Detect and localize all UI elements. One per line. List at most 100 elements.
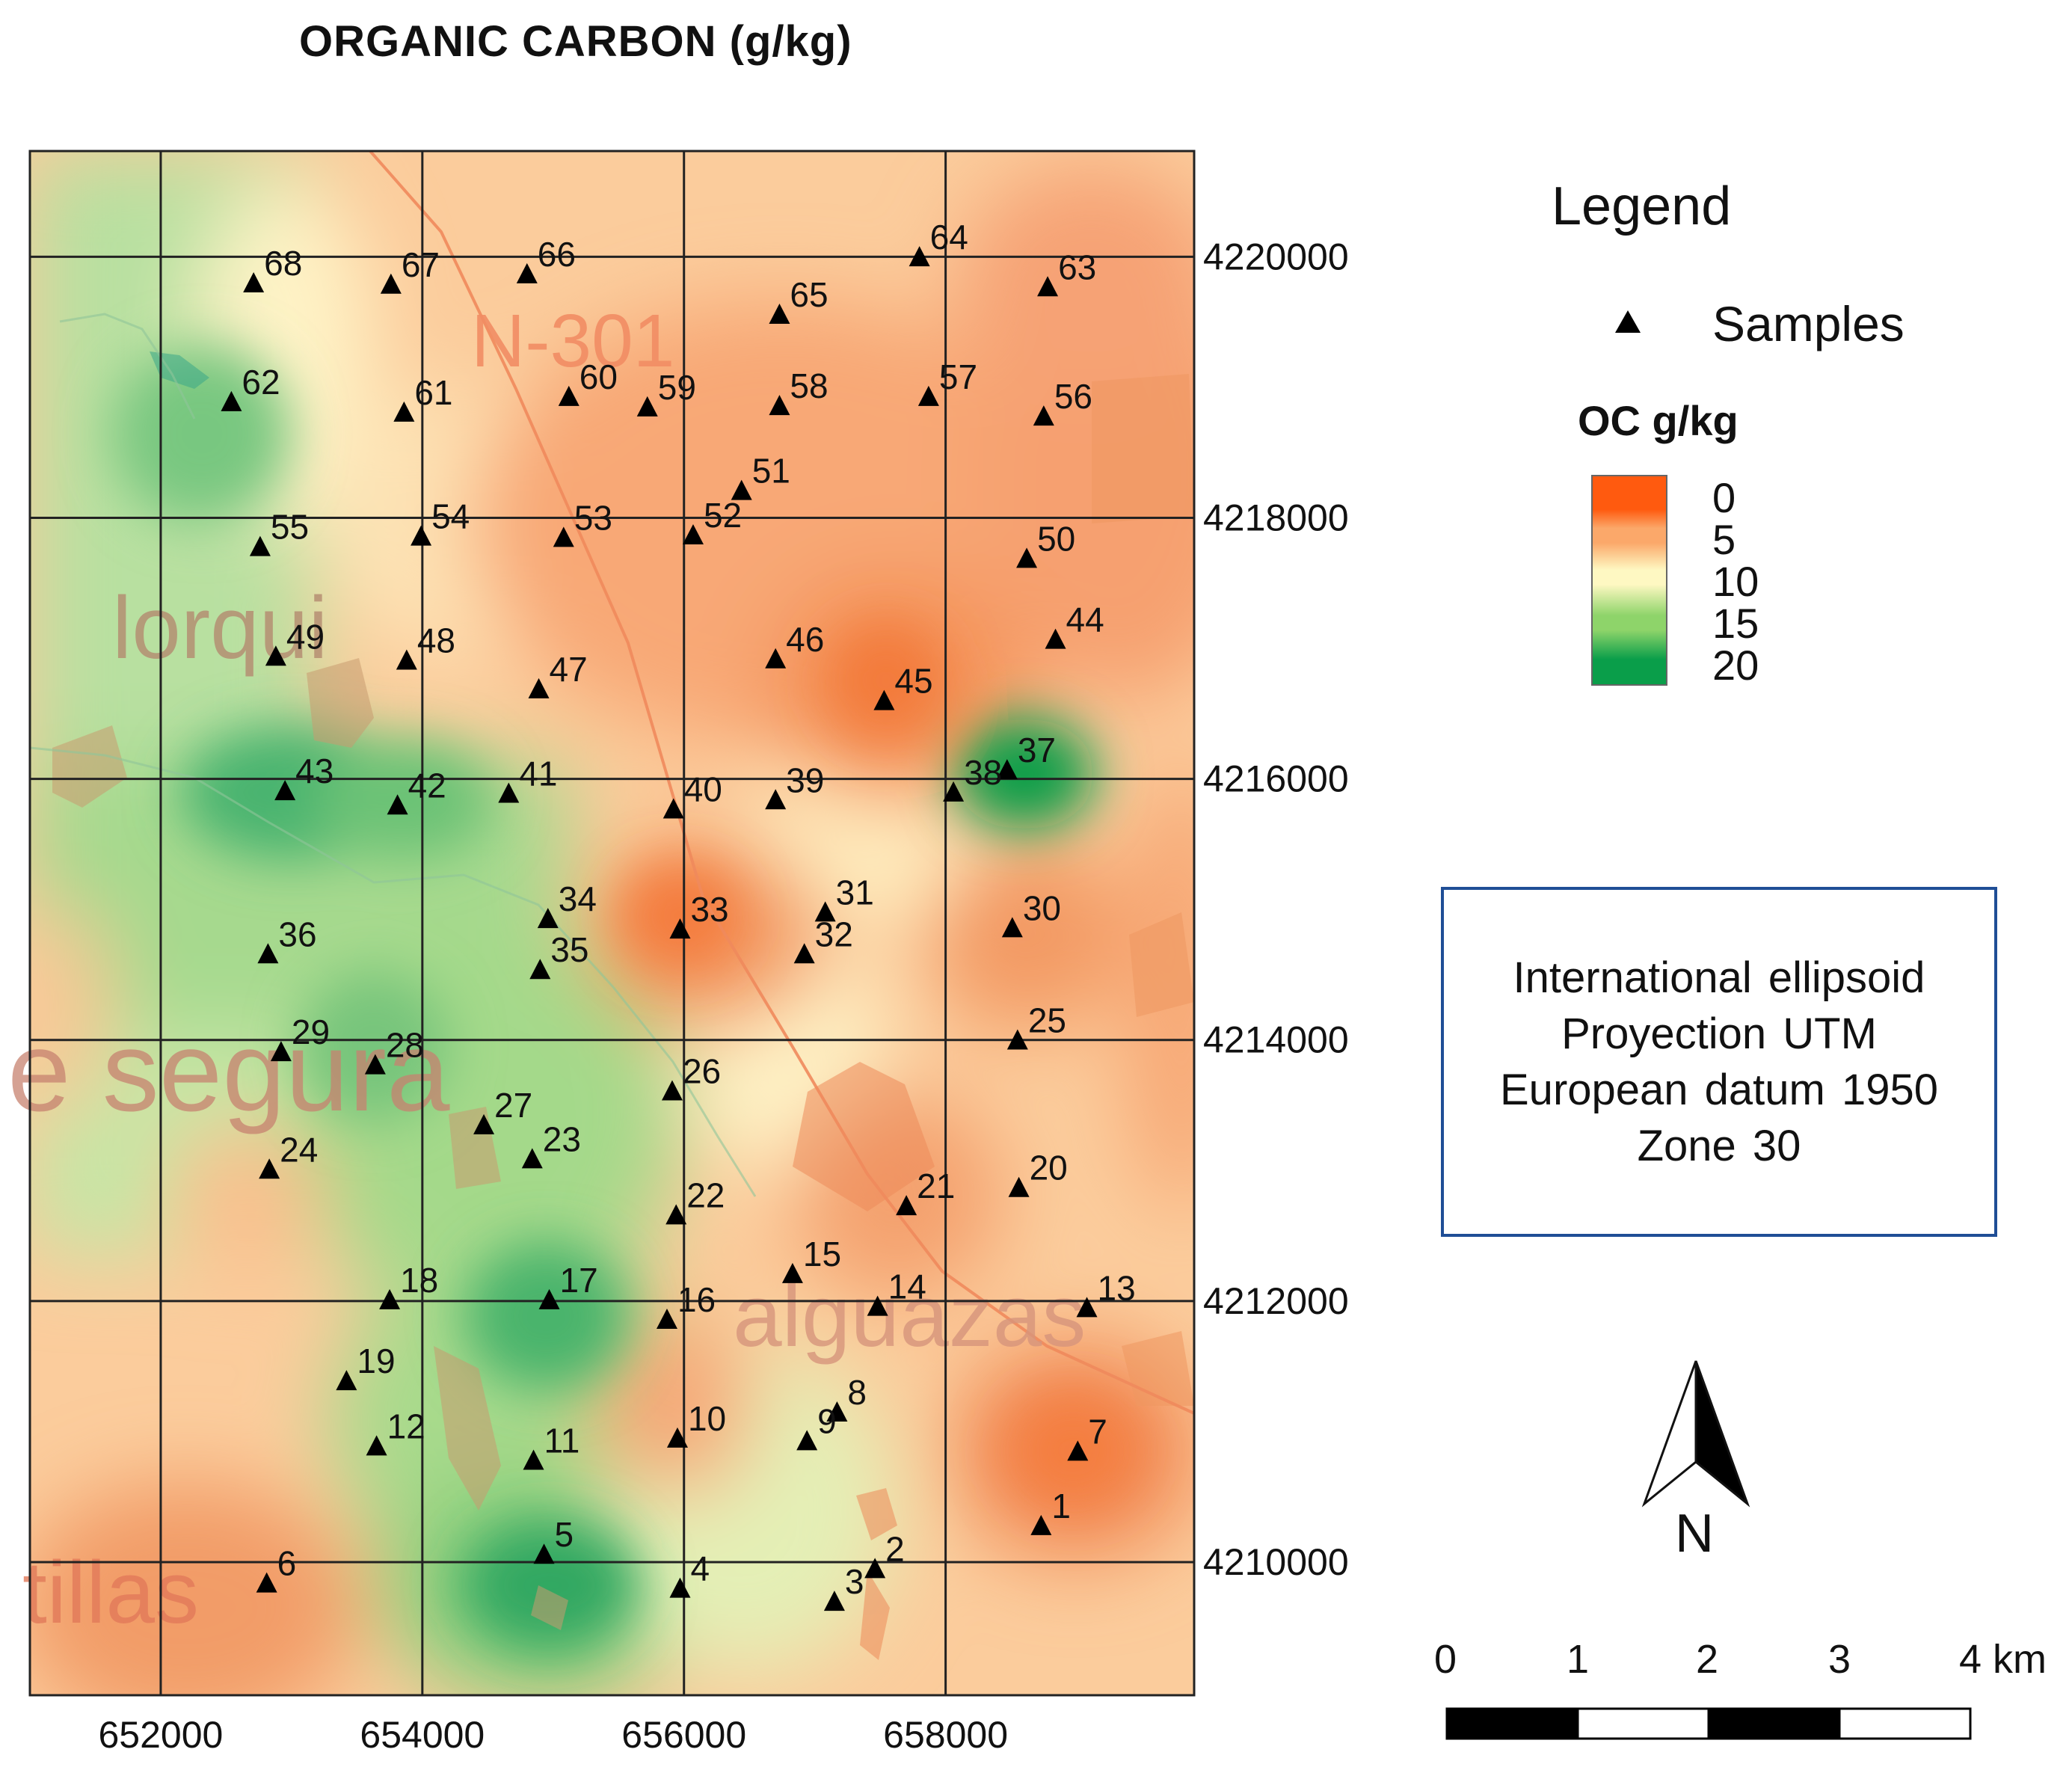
sample-point: 8: [826, 1373, 867, 1422]
sample-label: 27: [494, 1086, 532, 1125]
sample-label: 58: [790, 366, 828, 405]
sample-label: 28: [386, 1026, 424, 1065]
sample-triangle-icon: [498, 782, 520, 803]
projection-line-3: European datum 1950: [1500, 1066, 1938, 1114]
axis-tick-labels: 652000 654000 656000 6580004220000421800042…: [99, 236, 1349, 1756]
y-tick-label: 4210000: [1203, 1541, 1349, 1583]
place-label-lorqui: lorqui: [112, 579, 328, 677]
sample-triangle-icon: [243, 272, 265, 293]
sample-triangle-icon: [665, 1204, 687, 1225]
scale-label-0: 0: [1434, 1637, 1457, 1682]
sample-label: 56: [1054, 377, 1092, 416]
sample-point: 13: [1076, 1268, 1136, 1318]
sample-label: 2: [885, 1529, 905, 1568]
sample-triangle-icon: [826, 1401, 848, 1422]
sample-label: 67: [402, 245, 440, 284]
sample-triangle-icon: [274, 780, 296, 801]
sample-point: 42: [387, 766, 446, 815]
sample-triangle-icon: [1016, 547, 1038, 568]
sample-label: 6: [277, 1544, 297, 1583]
sample-triangle-icon: [656, 1309, 677, 1330]
sample-label: 50: [1037, 519, 1075, 558]
place-label-tillas: tillas: [22, 1543, 199, 1642]
sample-point: 29: [270, 1012, 330, 1062]
x-tick-label: 652000: [99, 1714, 224, 1756]
sample-point: 36: [257, 915, 317, 964]
sample-point: 48: [396, 621, 455, 670]
sample-point: 41: [498, 755, 557, 803]
sample-label: 22: [686, 1176, 725, 1214]
sample-point: 4: [669, 1549, 710, 1598]
y-tick-label: 4214000: [1203, 1019, 1349, 1061]
sample-point: 11: [523, 1422, 580, 1470]
projection-line-4: Zone 30: [1637, 1122, 1801, 1170]
sample-point: 52: [682, 496, 742, 544]
sample-label: 25: [1028, 1001, 1066, 1039]
sample-point: 51: [731, 452, 790, 500]
sample-label: 21: [917, 1167, 955, 1205]
sample-label: 51: [752, 452, 790, 491]
sample-point: 23: [521, 1119, 581, 1169]
sample-points: 1234567891011121314151617181920212223242…: [221, 218, 1136, 1611]
sample-point: 49: [265, 617, 325, 666]
sample-triangle-icon: [1008, 1176, 1030, 1197]
sample-triangle-icon: [396, 649, 417, 670]
sample-point: 1: [1030, 1487, 1071, 1535]
sample-point: 66: [516, 235, 576, 283]
sample-triangle-icon: [516, 262, 538, 283]
sample-point: 54: [411, 497, 470, 546]
sample-triangle-icon: [1030, 1514, 1052, 1535]
sample-triangle-icon: [1001, 917, 1023, 938]
projection-line-1: International ellipsoid: [1513, 953, 1925, 1002]
sample-label: 49: [286, 617, 325, 656]
scale-label-4km: 4 km: [1959, 1637, 2047, 1682]
sample-triangle-icon: [896, 1195, 917, 1216]
sample-triangle-icon: [1615, 310, 1641, 333]
sample-point: 30: [1001, 888, 1061, 938]
sample-triangle-icon: [379, 1288, 401, 1309]
sample-label: 24: [280, 1130, 318, 1169]
sample-label: 64: [930, 218, 968, 256]
x-tick-label: 654000: [360, 1714, 485, 1756]
sample-label: 32: [815, 915, 853, 953]
sample-label: 40: [684, 770, 722, 809]
sample-label: 53: [574, 498, 612, 537]
sample-triangle-icon: [270, 1041, 292, 1062]
sample-triangle-icon: [393, 401, 415, 422]
sample-label: 46: [786, 620, 824, 659]
sample-label: 60: [580, 357, 618, 396]
sample-label: 42: [408, 766, 446, 805]
sample-point: 63: [1037, 248, 1096, 297]
sample-triangle-icon: [1037, 276, 1059, 297]
sample-label: 39: [786, 760, 824, 799]
sample-label: 41: [519, 755, 557, 793]
sample-label: 9: [817, 1401, 837, 1440]
sample-point: 34: [537, 879, 597, 929]
sample-point: 38: [943, 753, 1002, 802]
north-label: N: [1675, 1504, 1714, 1564]
sample-triangle-icon: [996, 759, 1018, 780]
sample-label: 68: [264, 244, 302, 283]
sample-triangle-icon: [265, 645, 286, 666]
sample-triangle-icon: [1006, 1029, 1028, 1050]
legend-title: Legend: [1552, 176, 1732, 236]
scale-label-1: 1: [1567, 1637, 1590, 1682]
sample-point: 44: [1045, 600, 1104, 649]
sample-label: 17: [560, 1261, 598, 1300]
map-title: ORGANIC CARBON (g/kg): [299, 17, 852, 66]
sample-triangle-icon: [909, 246, 930, 267]
sample-point: 25: [1006, 1001, 1066, 1050]
sample-triangle-icon: [731, 479, 752, 500]
sample-triangle-icon: [523, 1449, 544, 1470]
sample-point: 2: [864, 1529, 905, 1579]
sample-triangle-icon: [256, 1572, 277, 1593]
sample-point: 21: [896, 1167, 955, 1216]
map-frame: [28, 150, 1196, 1697]
scale-bar: [1445, 1707, 1972, 1740]
sample-point: 33: [669, 890, 729, 939]
sample-label: 14: [888, 1267, 926, 1306]
sample-point: 22: [665, 1176, 725, 1225]
sample-triangle-icon: [796, 1430, 818, 1451]
sample-triangle-icon: [823, 1591, 845, 1611]
